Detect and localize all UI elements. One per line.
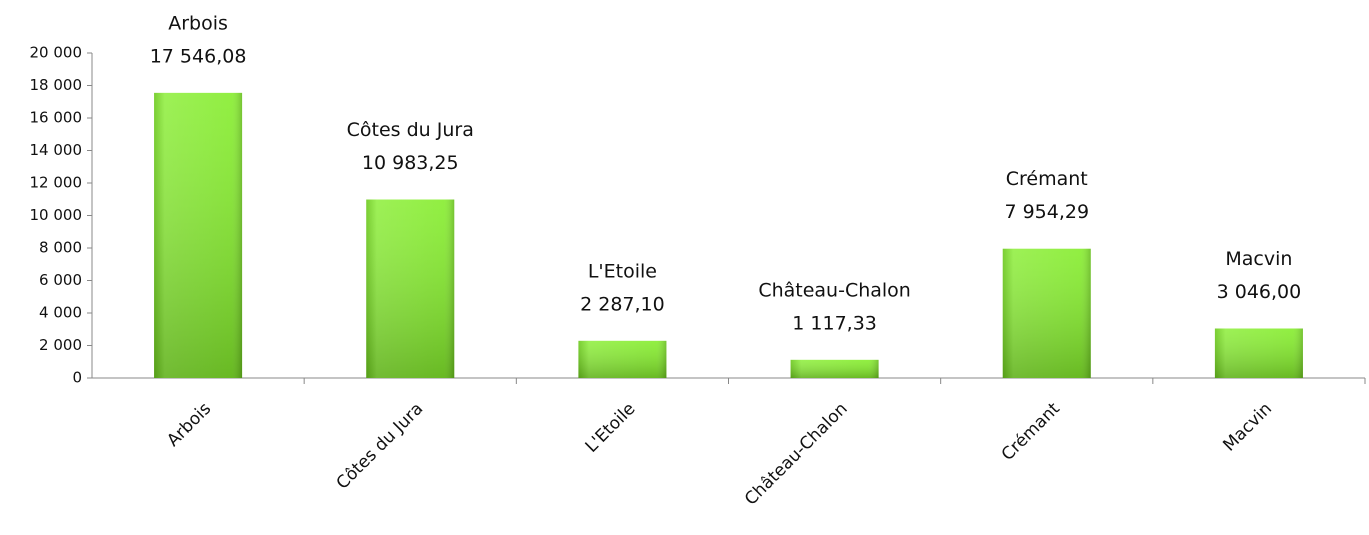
data-label-name: Arbois xyxy=(168,12,228,34)
data-label-value: 10 983,25 xyxy=(362,152,459,174)
data-label-value: 3 046,00 xyxy=(1217,281,1302,303)
x-tick-label: Arbois xyxy=(163,399,215,451)
data-label-name: Macvin xyxy=(1225,248,1292,270)
data-label-value: 2 287,10 xyxy=(580,293,665,315)
x-tick-label: Macvin xyxy=(1219,399,1276,456)
data-label-value: 1 117,33 xyxy=(792,312,877,334)
bar-shade xyxy=(578,340,667,378)
bar-shade xyxy=(1002,248,1091,378)
data-label-value: 17 546,08 xyxy=(150,45,247,67)
y-tick-label: 0 xyxy=(72,369,82,387)
y-tick-label: 8 000 xyxy=(39,239,82,257)
y-tick-label: 10 000 xyxy=(30,206,83,224)
data-label-name: Côtes du Jura xyxy=(347,119,474,141)
data-label-name: Château-Chalon xyxy=(758,279,911,301)
y-tick-label: 14 000 xyxy=(30,141,83,159)
y-tick-label: 4 000 xyxy=(39,304,82,322)
bar-shade xyxy=(1214,328,1303,378)
bar-shade xyxy=(154,92,243,379)
bar-shade xyxy=(366,199,455,378)
y-tick-label: 18 000 xyxy=(30,76,83,94)
data-label-name: L'Etoile xyxy=(588,260,657,282)
y-tick-label: 16 000 xyxy=(30,109,83,127)
data-label-name: Crémant xyxy=(1006,168,1088,190)
x-tick-label: Côtes du Jura xyxy=(333,399,428,494)
y-tick-label: 6 000 xyxy=(39,271,82,289)
y-tick-label: 2 000 xyxy=(39,336,82,354)
y-tick-label: 20 000 xyxy=(30,44,83,62)
x-tick-label: L'Etoile xyxy=(582,399,640,457)
data-label-value: 7 954,29 xyxy=(1004,201,1089,223)
y-tick-label: 12 000 xyxy=(30,174,83,192)
x-tick-label: Château-Chalon xyxy=(741,399,852,510)
bar-shade xyxy=(790,359,879,378)
x-tick-label: Crémant xyxy=(998,399,1064,465)
